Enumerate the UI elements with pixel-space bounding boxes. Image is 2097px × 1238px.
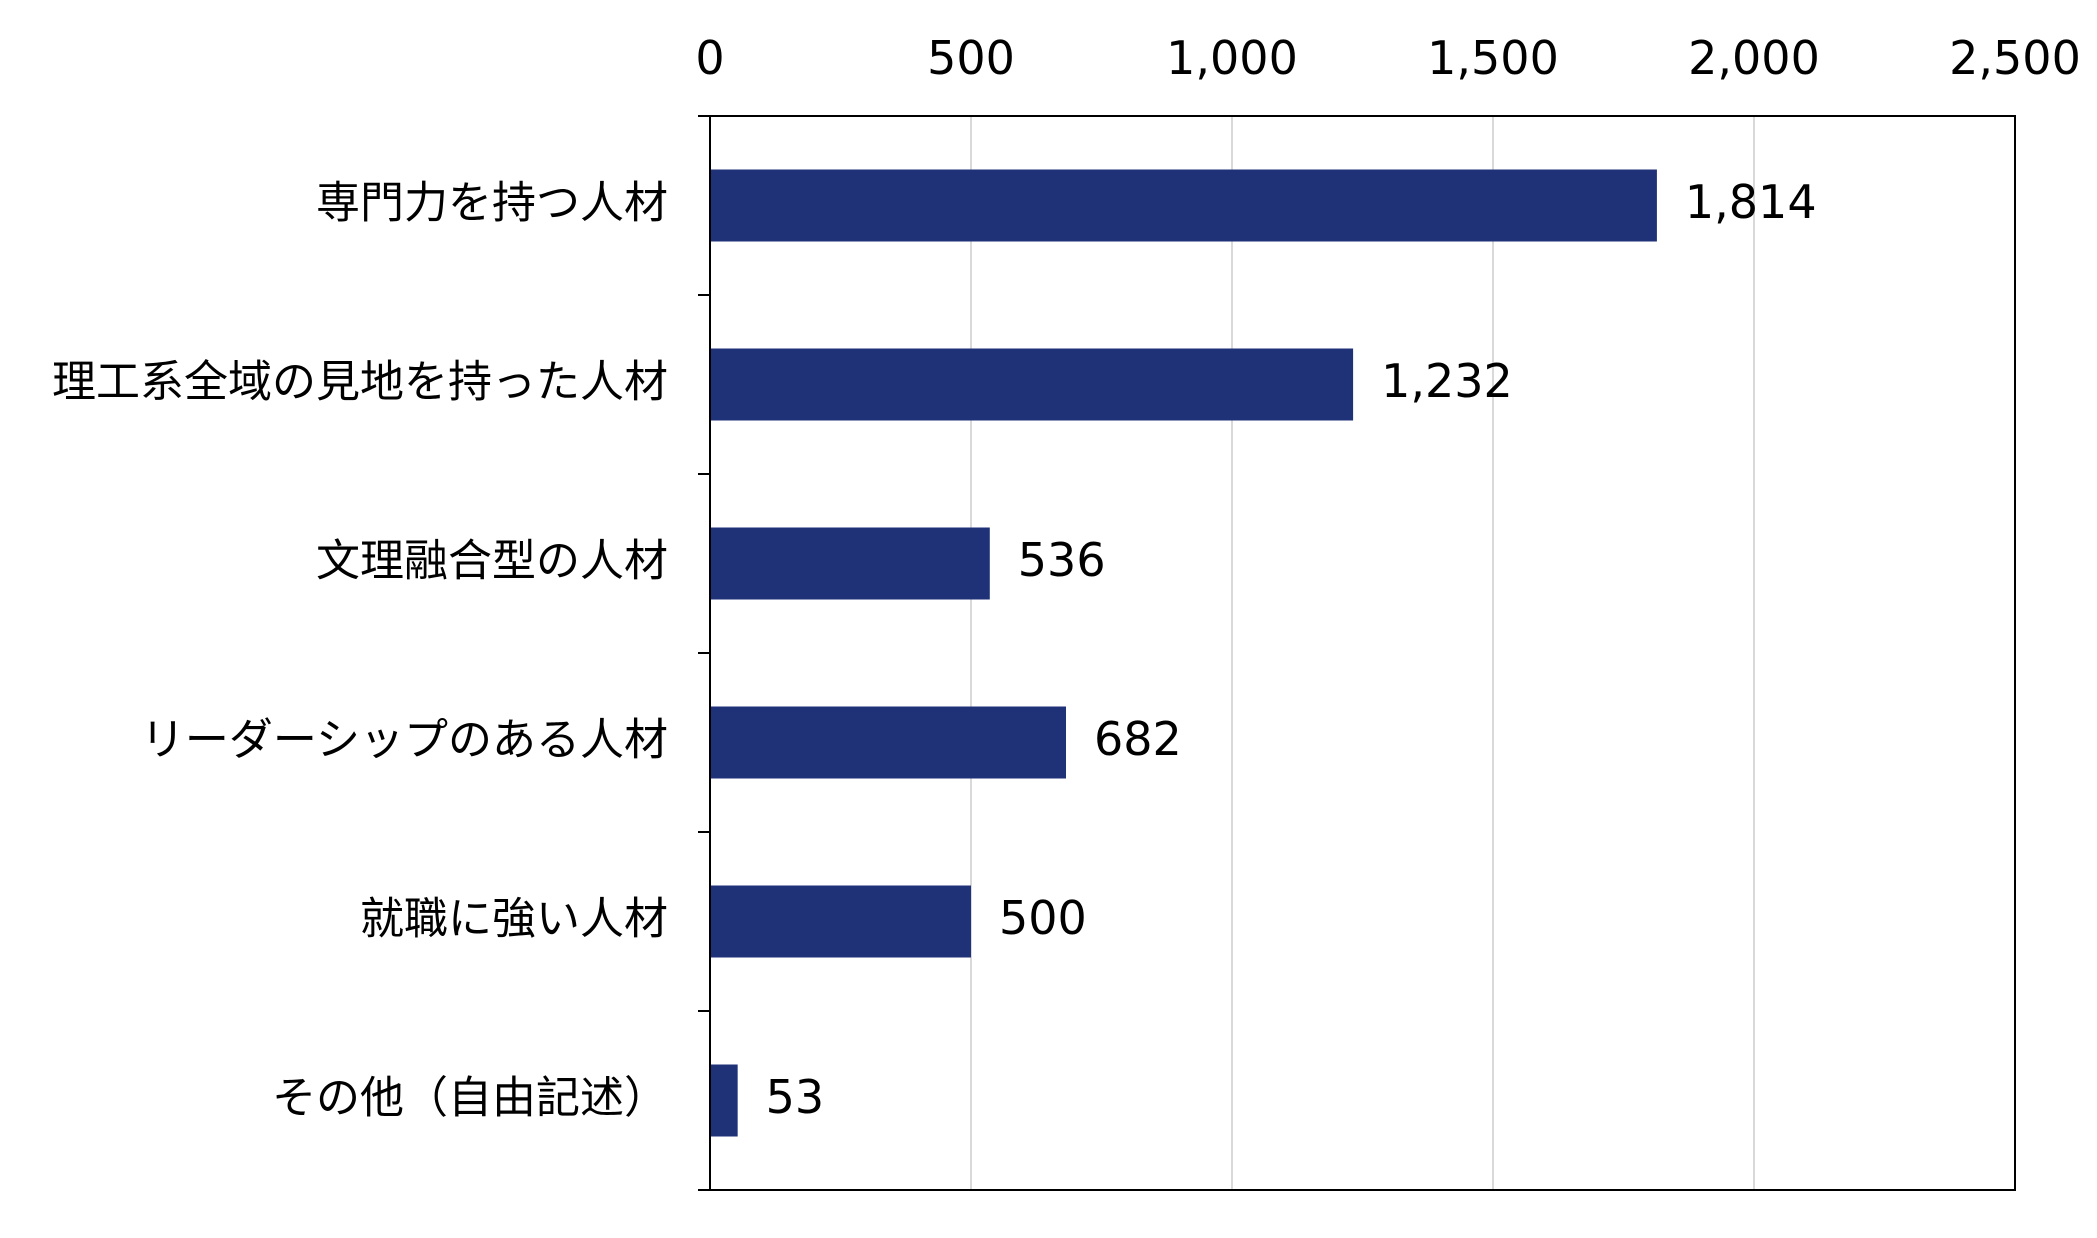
category-label: 専門力を持つ人材	[316, 178, 668, 229]
bar-5	[710, 885, 971, 958]
plot-frame	[709, 115, 2016, 1191]
bar-6	[710, 1064, 738, 1137]
category-label: その他（自由記述）	[272, 1073, 668, 1124]
x-tick-label: 1,500	[1427, 31, 1559, 85]
category-label: リーダーシップのある人材	[141, 715, 668, 766]
bar-4	[710, 706, 1067, 779]
x-tick-label: 1,000	[1166, 31, 1298, 85]
data-label: 682	[1094, 712, 1182, 766]
x-tick-label: 2,000	[1688, 31, 1820, 85]
data-label: 1,814	[1685, 175, 1817, 229]
bar-1	[710, 169, 1657, 242]
x-tick-label: 500	[927, 31, 1015, 85]
bar-3	[710, 527, 990, 600]
bar-2	[710, 348, 1354, 421]
data-label: 1,232	[1381, 354, 1513, 408]
data-label: 500	[999, 891, 1087, 945]
category-label: 理工系全域の見地を持った人材	[52, 357, 668, 408]
data-label: 536	[1018, 533, 1106, 587]
x-tick-label: 0	[695, 31, 724, 85]
category-label: 文理融合型の人材	[316, 536, 668, 587]
x-tick-label: 2,500	[1949, 31, 2081, 85]
data-label: 53	[766, 1070, 825, 1124]
category-label: 就職に強い人材	[360, 894, 668, 945]
